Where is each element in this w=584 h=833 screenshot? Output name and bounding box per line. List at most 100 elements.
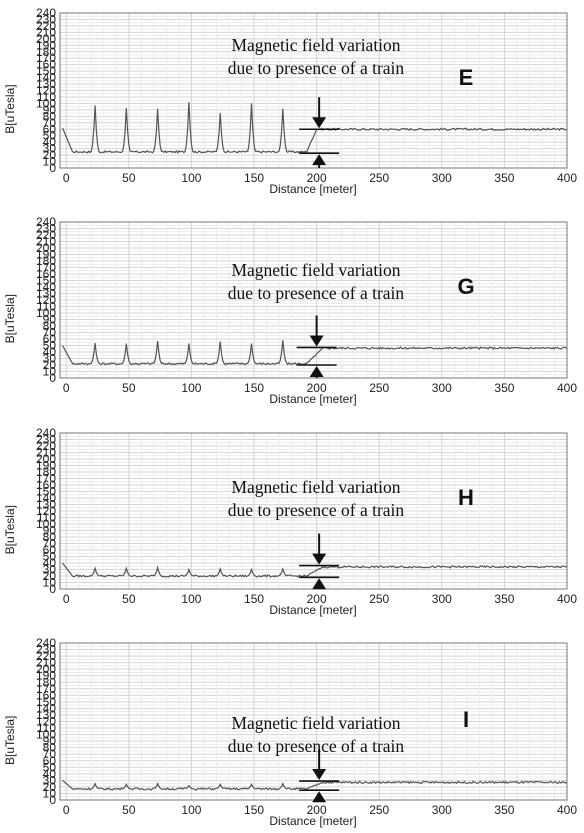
y-tick-label: 20 <box>43 780 57 794</box>
y-tick-label: 110 <box>37 300 56 314</box>
y-tick-label: 190 <box>36 459 56 473</box>
arrow-up-icon <box>312 154 327 166</box>
plot-frame <box>59 221 568 379</box>
panel-label: E <box>459 65 474 90</box>
y-tick-label: 160 <box>36 688 56 702</box>
y-tick-label: 10 <box>43 786 57 800</box>
y-tick-label: 0 <box>49 793 56 807</box>
plot-frame <box>59 642 568 801</box>
annotation-line-2: due to presence of a train <box>228 283 405 303</box>
y-tick-label: 20 <box>43 569 57 583</box>
y-tick-label: 0 <box>49 161 56 175</box>
y-tick-label: 100 <box>36 306 56 320</box>
annotation-line-2: due to presence of a train <box>228 500 405 520</box>
arrow-down-icon <box>312 769 327 781</box>
y-tick-label: 100 <box>36 96 56 110</box>
x-tick-label: 150 <box>244 381 264 395</box>
x-axis-title: Distance [meter] <box>269 392 356 406</box>
y-tick-label: 230 <box>36 12 56 26</box>
y-tick-label: 60 <box>43 332 57 346</box>
y-tick-label: 230 <box>36 222 56 236</box>
y-tick-label: 60 <box>43 754 57 768</box>
y-tick-label: 180 <box>36 465 56 479</box>
y-tick-label: 40 <box>43 135 57 149</box>
annotation-line-1: Magnetic field variation <box>231 35 400 55</box>
y-tick-label: 70 <box>43 747 57 761</box>
x-axis-title: Distance [meter] <box>269 814 356 828</box>
series-line <box>61 102 568 154</box>
plot-frame <box>59 12 568 169</box>
y-tick-label: 190 <box>36 38 56 52</box>
y-axis-title: B[uTesla] <box>3 294 17 343</box>
y-tick-label: 40 <box>43 345 57 359</box>
y-tick-label: 150 <box>36 695 56 709</box>
y-tick-label: 110 <box>37 511 56 525</box>
y-tick-label: 200 <box>36 452 56 466</box>
y-tick-label: 180 <box>36 45 56 59</box>
x-axis-title: Distance [meter] <box>269 603 356 617</box>
chart-panel-i: 0102030405060708090100110120130140150160… <box>3 636 577 828</box>
y-tick-label: 200 <box>36 241 56 255</box>
y-tick-label: 130 <box>36 77 56 91</box>
y-tick-label: 190 <box>36 248 56 262</box>
y-tick-label: 10 <box>43 365 57 379</box>
y-tick-label: 220 <box>36 439 56 453</box>
arrow-down-icon <box>309 335 324 347</box>
gridlines <box>60 642 568 801</box>
arrow-up-icon <box>312 578 327 590</box>
y-axis-title: B[uTesla] <box>3 84 17 133</box>
y-tick-label: 140 <box>36 491 56 505</box>
series-line <box>62 779 568 791</box>
x-tick-label: 400 <box>557 381 577 395</box>
gridlines <box>60 432 568 590</box>
x-tick-label: 150 <box>244 592 264 606</box>
x-tick-label: 100 <box>181 592 201 606</box>
y-tick-label: 170 <box>36 682 56 696</box>
y-tick-label: 150 <box>36 274 56 288</box>
y-tick-label: 190 <box>36 669 56 683</box>
x-tick-label: 200 <box>307 171 327 185</box>
chart-panel-h: 0102030405060708090100110120130140150160… <box>3 426 577 617</box>
y-tick-label: 70 <box>43 537 57 551</box>
arrow-down-icon <box>312 553 327 565</box>
y-tick-label: 140 <box>36 701 56 715</box>
y-tick-label: 230 <box>36 433 56 447</box>
x-tick-label: 200 <box>307 381 327 395</box>
x-tick-label: 350 <box>494 381 514 395</box>
x-tick-label: 400 <box>557 803 577 817</box>
x-tick-label: 50 <box>122 381 136 395</box>
y-tick-label: 90 <box>43 313 57 327</box>
y-tick-label: 120 <box>36 84 56 98</box>
y-tick-label: 160 <box>36 58 56 72</box>
y-tick-label: 220 <box>36 228 56 242</box>
y-tick-label: 30 <box>43 142 57 156</box>
y-tick-label: 140 <box>36 280 56 294</box>
x-tick-label: 50 <box>122 803 136 817</box>
y-axis-title: B[uTesla] <box>3 716 17 765</box>
y-tick-label: 130 <box>36 287 56 301</box>
x-tick-label: 50 <box>122 592 136 606</box>
y-tick-label: 180 <box>36 675 56 689</box>
x-tick-label: 300 <box>432 171 452 185</box>
y-tick-label: 10 <box>43 155 57 169</box>
y-tick-label: 170 <box>36 472 56 486</box>
x-tick-label: 100 <box>181 381 201 395</box>
annotation-line-1: Magnetic field variation <box>231 713 400 733</box>
gridlines <box>60 12 568 169</box>
x-tick-label: 0 <box>63 381 70 395</box>
x-tick-label: 250 <box>369 381 389 395</box>
y-tick-label: 230 <box>36 643 56 657</box>
y-tick-label: 100 <box>36 728 56 742</box>
x-tick-label: 100 <box>181 171 201 185</box>
y-tick-label: 70 <box>43 326 57 340</box>
y-tick-label: 210 <box>36 656 56 670</box>
y-tick-label: 210 <box>36 446 56 460</box>
y-tick-label: 130 <box>36 498 56 512</box>
y-tick-label: 160 <box>36 478 56 492</box>
x-tick-label: 400 <box>557 592 577 606</box>
y-axis-title: B[uTesla] <box>3 505 17 554</box>
y-tick-label: 120 <box>36 504 56 518</box>
x-tick-label: 300 <box>432 592 452 606</box>
y-tick-label: 20 <box>43 148 57 162</box>
